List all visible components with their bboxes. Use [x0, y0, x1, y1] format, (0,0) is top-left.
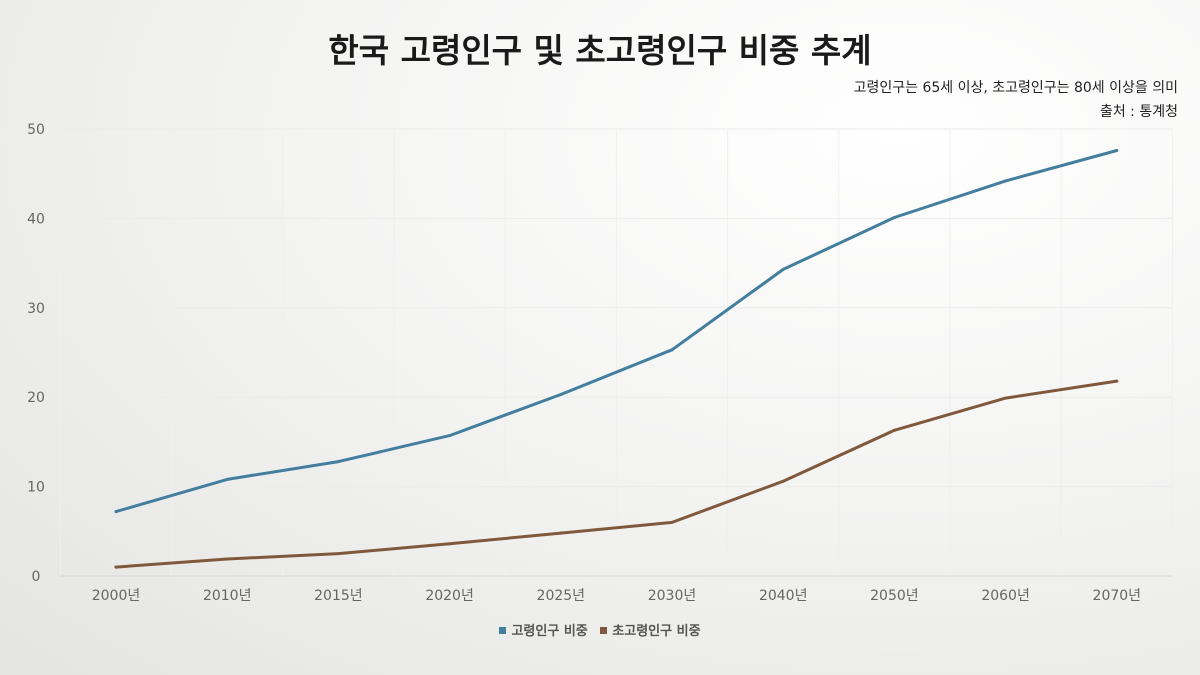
legend-label-elderly: 고령인구 비중	[511, 624, 588, 639]
data-point-0-2[interactable]	[336, 460, 340, 464]
data-point-1-4[interactable]	[559, 531, 563, 535]
y-tick-label-40: 40	[27, 211, 45, 227]
data-point-1-5[interactable]	[670, 520, 674, 524]
data-point-1-0[interactable]	[114, 565, 118, 569]
data-point-0-8[interactable]	[1004, 179, 1008, 183]
data-point-1-6[interactable]	[781, 479, 785, 483]
legend-item-elderly[interactable]: 고령인구 비중	[499, 620, 588, 639]
x-tick-label-2: 2015년	[314, 588, 363, 604]
series-line-0[interactable]	[114, 149, 1119, 514]
chart-source: 출처 : 통계청	[1099, 104, 1178, 120]
y-tick-label-0: 0	[32, 569, 41, 585]
series-line-1[interactable]	[114, 379, 1119, 569]
data-point-0-0[interactable]	[114, 510, 118, 514]
x-axis-ticks: 2000년 2010년 2015년 2020년 2025년 2030년 2040년 2050년…	[92, 588, 1141, 604]
y-tick-label-50: 50	[27, 122, 45, 138]
y-tick-label-10: 10	[27, 480, 45, 496]
data-point-0-3[interactable]	[448, 434, 452, 438]
chart-title: 한국 고령인구 및 초고령인구 비중 추계	[328, 31, 872, 70]
data-point-1-8[interactable]	[1004, 396, 1008, 400]
data-point-0-1[interactable]	[225, 477, 229, 481]
x-tick-label-4: 2025년	[537, 588, 586, 604]
series-lines	[114, 148, 1119, 569]
chart-subtitle-block: 고령인구는 65세 이상, 초고령인구는 80세 이상을 의미 출처 : 통계청	[854, 76, 1178, 124]
legend: 고령인구 비중 초고령인구 비중	[0, 620, 1200, 639]
data-point-1-1[interactable]	[225, 557, 229, 561]
chart-subtitle: 고령인구는 65세 이상, 초고령인구는 80세 이상을 의미	[853, 80, 1178, 96]
x-tick-label-0: 2000년	[92, 588, 141, 604]
data-point-0-6[interactable]	[781, 267, 785, 271]
x-tick-label-9: 2070년	[1093, 588, 1142, 604]
data-point-0-4[interactable]	[559, 393, 563, 397]
x-tick-label-1: 2010년	[203, 588, 252, 604]
data-point-1-3[interactable]	[448, 542, 452, 546]
data-point-1-2[interactable]	[336, 552, 340, 556]
data-point-1-7[interactable]	[892, 428, 896, 432]
legend-item-super-elderly[interactable]: 초고령인구 비중	[600, 620, 701, 639]
data-point-0-9[interactable]	[1115, 148, 1119, 152]
x-tick-label-3: 2020년	[425, 588, 474, 604]
data-point-1-9[interactable]	[1115, 379, 1119, 383]
legend-swatch-elderly	[499, 627, 507, 634]
x-tick-label-5: 2030년	[648, 588, 697, 604]
y-tick-label-20: 20	[27, 390, 45, 406]
y-tick-label-30: 30	[27, 301, 45, 317]
legend-swatch-super-elderly	[600, 627, 608, 634]
grid	[59, 128, 1173, 577]
data-point-0-7[interactable]	[892, 216, 896, 220]
x-tick-label-7: 2050년	[870, 588, 919, 604]
data-point-0-5[interactable]	[670, 348, 674, 352]
x-tick-label-6: 2040년	[759, 588, 808, 604]
legend-label-super-elderly: 초고령인구 비중	[612, 624, 701, 639]
y-axis-ticks: 0 10 20 30 40 50	[27, 122, 45, 585]
x-tick-label-8: 2060년	[981, 588, 1030, 604]
